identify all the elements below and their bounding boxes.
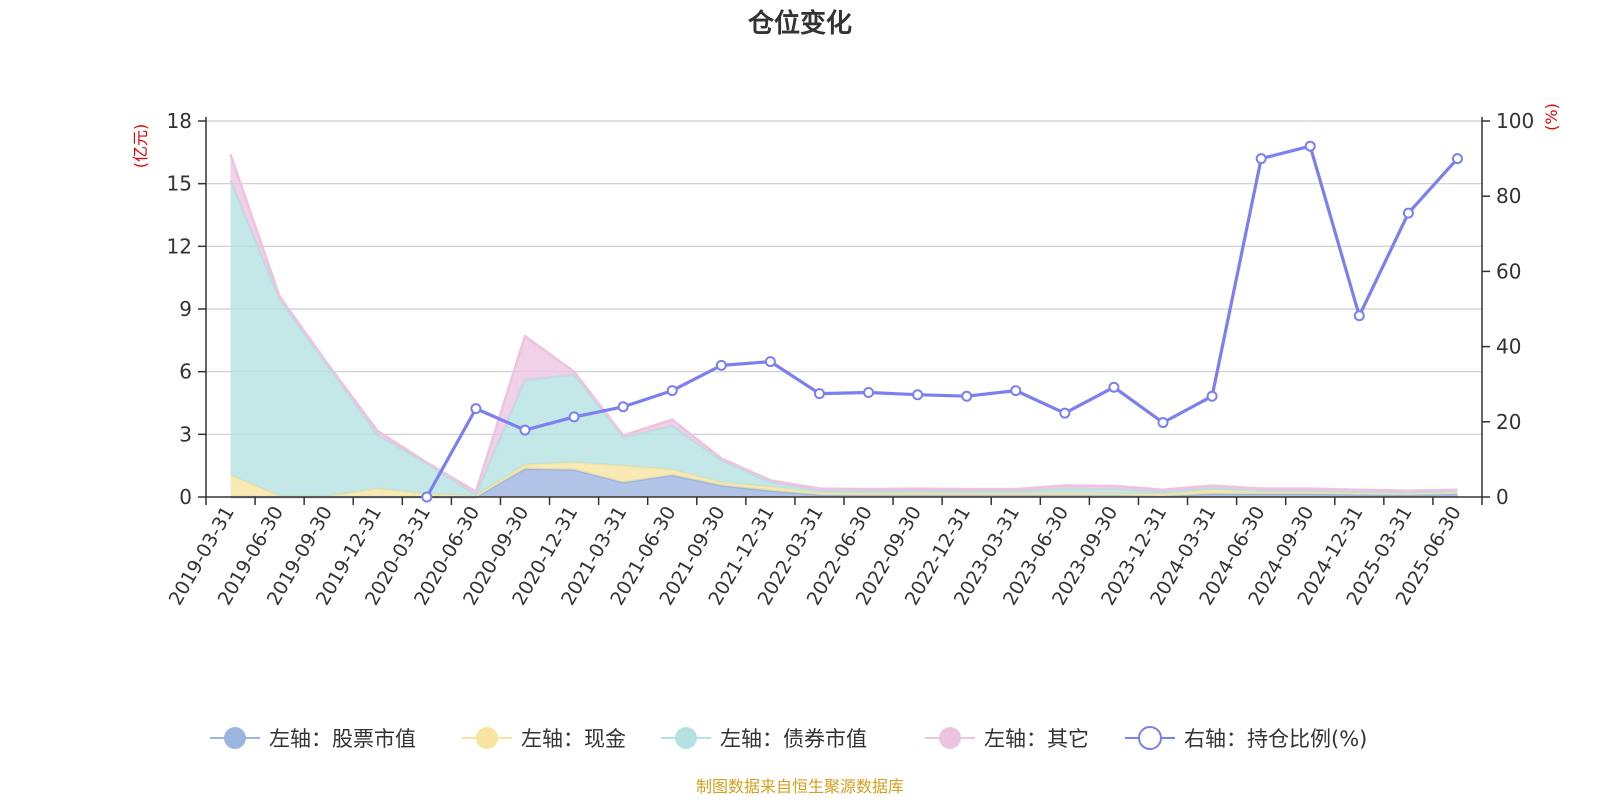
left-tick-label: 6 [179,360,192,384]
legend-marker-5 [1138,726,1162,750]
holding-ratio-point [813,388,825,400]
holding-ratio-point [1108,381,1120,393]
holding-ratio-point [421,491,433,503]
left-tick-label: 3 [179,422,192,446]
holding-ratio-point [715,359,727,371]
area-series-4 [230,154,1458,495]
area-series-4-edge [229,153,1458,494]
right-tick-label: 100 [1496,109,1534,133]
left-tick-label: 0 [179,485,192,509]
area-series-3-edge [229,180,1458,497]
right-tick-label: 80 [1496,184,1521,208]
left-tick-label: 18 [167,109,192,133]
legend-marker-2 [476,727,498,749]
area-series-1 [230,468,1458,497]
holding-ratio-point [568,411,580,423]
holding-ratio-point [764,356,776,368]
holding-ratio-point [1402,207,1414,219]
legend-marker-1 [224,727,246,749]
legend-label-3: 左轴：债券市值 [720,727,867,751]
legend-marker-3 [675,727,697,749]
legend-marker-4 [939,727,961,749]
left-tick-label: 15 [167,172,192,196]
holding-ratio-point [961,390,973,402]
holding-ratio-point [1451,153,1463,165]
right-tick-label: 60 [1496,259,1521,283]
area-series-3 [230,180,1458,496]
right-axis-unit: (%) [1542,103,1561,131]
chart-title: 仓位变化 [747,8,852,39]
holding-ratio-point [1304,140,1316,152]
source-note: 制图数据来自恒生聚源数据库 [696,777,904,796]
holding-ratio-point [1255,153,1267,165]
holding-ratio-point [1353,310,1365,322]
legend-label-4: 左轴：其它 [984,727,1089,751]
right-tick-label: 20 [1496,410,1521,434]
holding-ratio-point [1157,417,1169,429]
left-tick-label: 9 [179,297,192,321]
right-tick-label: 0 [1496,485,1509,509]
legend-label-2: 左轴：现金 [521,727,626,751]
legend-label-5: 右轴：持仓比例(%) [1184,727,1367,751]
left-axis-unit: (亿元) [131,124,150,169]
holding-ratio-point [1010,385,1022,397]
right-tick-label: 40 [1496,335,1521,359]
holding-ratio-point [1059,407,1071,419]
legend: 左轴：股票市值 左轴：现金 左轴：债券市值 左轴：其它 右轴：持仓比例(%) [210,726,1367,751]
holding-ratio-point [1206,390,1218,402]
holding-ratio-point [470,403,482,415]
plot-area: 03691215180204060801002019-03-312019-06-… [165,109,1535,609]
holding-ratio-point [863,386,875,398]
holding-ratio-point [519,424,531,436]
left-tick-label: 12 [167,234,192,258]
holding-ratio-point [666,385,678,397]
legend-label-1: 左轴：股票市值 [269,727,416,751]
holding-ratio-point [912,389,924,401]
holding-ratio-line [425,144,1459,498]
holding-ratio-point [617,401,629,413]
